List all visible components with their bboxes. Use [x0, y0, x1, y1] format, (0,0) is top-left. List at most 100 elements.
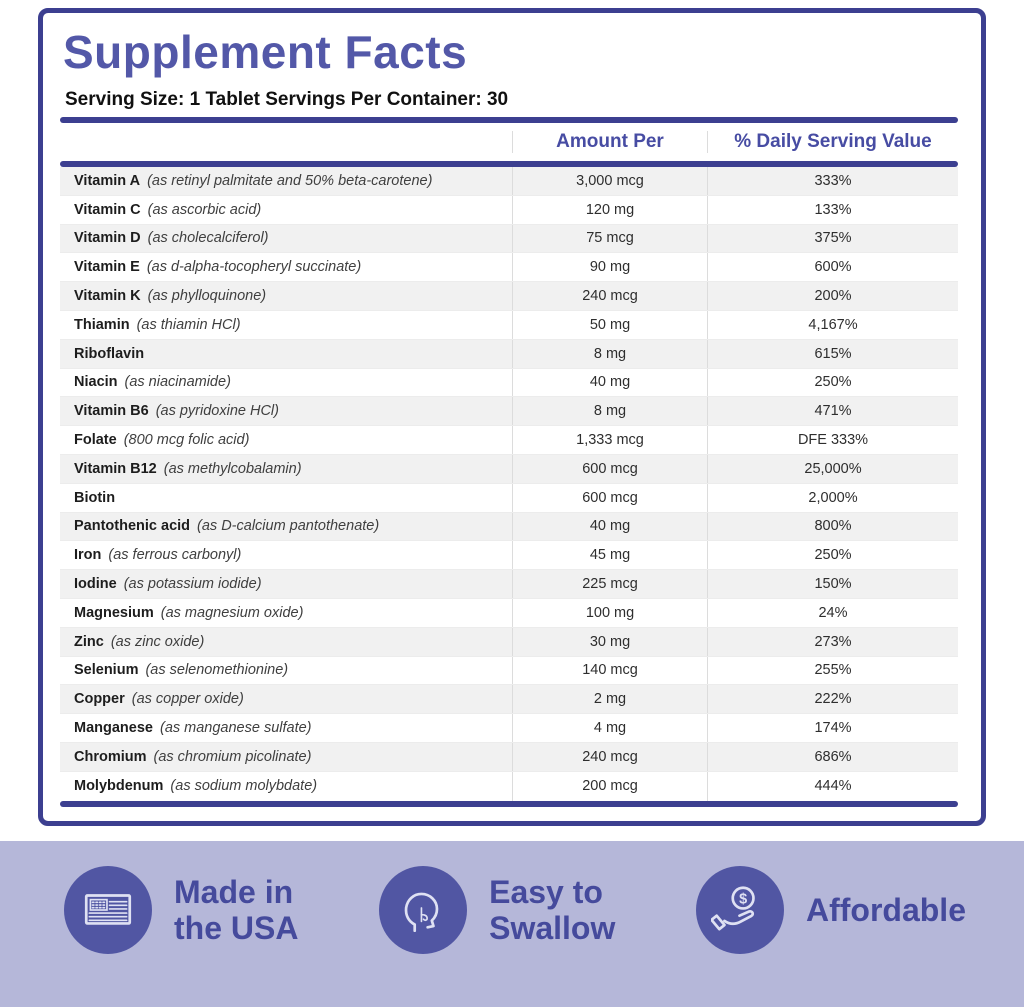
header-amount-per: Amount Per: [512, 131, 707, 153]
nutrient-name: Folate: [74, 432, 117, 449]
hand-dollar-icon: $: [710, 886, 755, 931]
badge-label: Easy to Swallow: [489, 873, 616, 946]
badge-label: Made in the USA: [174, 873, 299, 946]
badge-easy-to-swallow: Easy to Swallow: [379, 866, 615, 954]
nutrient-daily-value: 250%: [814, 374, 852, 391]
table-row: Vitamin B6 (as pyridoxine HCl) 8 mg 471%: [60, 397, 958, 427]
nutrient-name: Vitamin K: [74, 288, 141, 305]
nutrient-amount: 120 mg: [585, 201, 635, 218]
nutrient-amount: 4 mg: [593, 720, 627, 737]
svg-text:$: $: [739, 891, 747, 907]
nutrient-source-detail: (as magnesium oxide): [160, 604, 304, 621]
table-row: Iodine (as potassium iodide) 225 mcg 150…: [60, 570, 958, 599]
nutrient-amount: 40 mg: [589, 374, 631, 391]
nutrient-name: Riboflavin: [74, 345, 145, 362]
nutrient-amount: 140 mcg: [582, 662, 638, 679]
table-row: Selenium (as selenomethionine) 140 mcg 2…: [60, 656, 958, 686]
nutrient-name: Vitamin C: [74, 201, 141, 218]
nutrient-amount: 90 mg: [589, 259, 631, 276]
nutrient-amount: 2 mg: [593, 691, 627, 708]
table-row: Manganese (as manganese sulfate) 4 mg 17…: [60, 714, 958, 743]
nutrient-amount: 45 mg: [589, 547, 631, 564]
nutrient-name: Magnesium: [74, 604, 154, 621]
table-row: Vitamin E (as d-alpha-tocopheryl succina…: [60, 253, 958, 283]
nutrient-amount: 600 mcg: [582, 460, 638, 477]
nutrient-daily-value: 471%: [814, 403, 852, 420]
serving-size-line: Serving Size: 1 Tablet Servings Per Cont…: [65, 89, 509, 110]
nutrient-name: Manganese: [74, 720, 153, 737]
table-row: Folate (800 mcg folic acid) 1,333 mcg DF…: [60, 426, 958, 455]
nutrient-amount: 50 mg: [589, 316, 631, 333]
nutrient-daily-value: 25,000%: [804, 460, 862, 477]
nutrient-name: Molybdenum: [74, 778, 164, 795]
nutrient-source-detail: (as phylloquinone): [147, 288, 267, 305]
nutrient-name: Iron: [74, 547, 102, 564]
table-row: Niacin (as niacinamide) 40 mg 250%: [60, 368, 958, 398]
head-swallow-icon: [404, 892, 439, 933]
table-row: Magnesium (as magnesium oxide) 100 mg 24…: [60, 598, 958, 628]
table-row: Biotin 600 mcg 2,000%: [60, 483, 958, 513]
table-header-rule: [60, 161, 958, 167]
nutrient-amount: 225 mcg: [582, 576, 638, 593]
nutrient-name: Zinc: [74, 633, 104, 650]
nutrient-daily-value: 150%: [814, 576, 852, 593]
nutrient-name: Selenium: [74, 662, 139, 679]
table-bottom-rule: [60, 800, 958, 807]
table-row: Copper (as copper oxide) 2 mg 222%: [60, 685, 958, 715]
nutrient-source-detail: (as selenomethionine): [145, 662, 289, 679]
nutrient-source-detail: (as niacinamide): [124, 374, 231, 391]
nutrient-amount: 30 mg: [589, 633, 631, 650]
badge-circle: [379, 866, 468, 954]
nutrient-source-detail: (as methylcobalamin): [163, 460, 302, 477]
nutrient-name: Thiamin: [74, 316, 130, 333]
nutrient-amount: 200 mcg: [582, 778, 638, 795]
nutrient-daily-value: DFE 333%: [797, 432, 869, 449]
nutrient-name: Iodine: [74, 576, 117, 593]
nutrient-name: Vitamin B12: [74, 460, 157, 477]
nutrient-amount: 240 mcg: [582, 748, 638, 765]
nutrient-name: Biotin: [74, 489, 116, 506]
nutrient-daily-value: 4,167%: [808, 316, 858, 333]
table-row: Vitamin D (as cholecalciferol) 75 mcg 37…: [60, 224, 958, 254]
nutrient-daily-value: 615%: [814, 345, 852, 362]
table-row: Vitamin A (as retinyl palmitate and 50% …: [60, 167, 958, 196]
nutrients-table: Amount Per % Daily Serving Value Vitamin…: [60, 117, 958, 807]
table-row: Chromium (as chromium picolinate) 240 mc…: [60, 742, 958, 772]
table-row: Molybdenum (as sodium molybdate) 200 mcg…: [60, 771, 958, 801]
table-row: Vitamin B12 (as methylcobalamin) 600 mcg…: [60, 454, 958, 484]
nutrient-name: Pantothenic acid: [74, 518, 191, 535]
badge-circle: $: [695, 866, 784, 954]
nutrient-name: Vitamin A: [74, 172, 141, 189]
nutrient-amount: 40 mg: [589, 518, 631, 535]
nutrient-daily-value: 800%: [814, 518, 852, 535]
nutrient-daily-value: 333%: [814, 172, 852, 189]
badge-circle: [64, 866, 152, 954]
nutrient-amount: 75 mcg: [586, 230, 634, 247]
nutrient-daily-value: 444%: [814, 778, 852, 795]
nutrient-amount: 240 mcg: [582, 288, 638, 305]
feature-band: [0, 841, 1024, 1007]
nutrient-name: Vitamin B6: [74, 403, 149, 420]
feature-badges: Made in the USA Easy to Swallow $: [0, 866, 1024, 954]
nutrient-amount: 600 mcg: [582, 489, 638, 506]
nutrient-daily-value: 686%: [814, 748, 852, 765]
supplement-facts-panel: Supplement Facts Serving Size: 1 Tablet …: [38, 8, 986, 826]
nutrient-source-detail: (as d-alpha-tocopheryl succinate): [146, 259, 362, 276]
nutrient-daily-value: 222%: [814, 691, 852, 708]
nutrient-source-detail: (as thiamin HCl): [136, 316, 241, 333]
header-daily-value: % Daily Serving Value: [707, 131, 958, 153]
table-row: Riboflavin 8 mg 615%: [60, 339, 958, 369]
badge-label: Affordable: [805, 891, 966, 928]
nutrient-source-detail: (as potassium iodide): [123, 576, 262, 593]
table-top-rule: [60, 117, 958, 123]
nutrient-source-detail: (as manganese sulfate): [159, 720, 312, 737]
nutrient-source-detail: (as copper oxide): [131, 691, 244, 708]
table-body: Vitamin A (as retinyl palmitate and 50% …: [60, 167, 958, 801]
table-row: Thiamin (as thiamin HCl) 50 mg 4,167%: [60, 310, 958, 340]
nutrient-daily-value: 375%: [814, 230, 852, 247]
nutrient-daily-value: 255%: [814, 662, 852, 679]
badge-made-in-usa: Made in the USA: [64, 866, 298, 954]
nutrient-name: Vitamin E: [74, 259, 140, 276]
nutrient-source-detail: (as ferrous carbonyl): [108, 547, 242, 564]
table-row: Vitamin K (as phylloquinone) 240 mcg 200…: [60, 282, 958, 311]
